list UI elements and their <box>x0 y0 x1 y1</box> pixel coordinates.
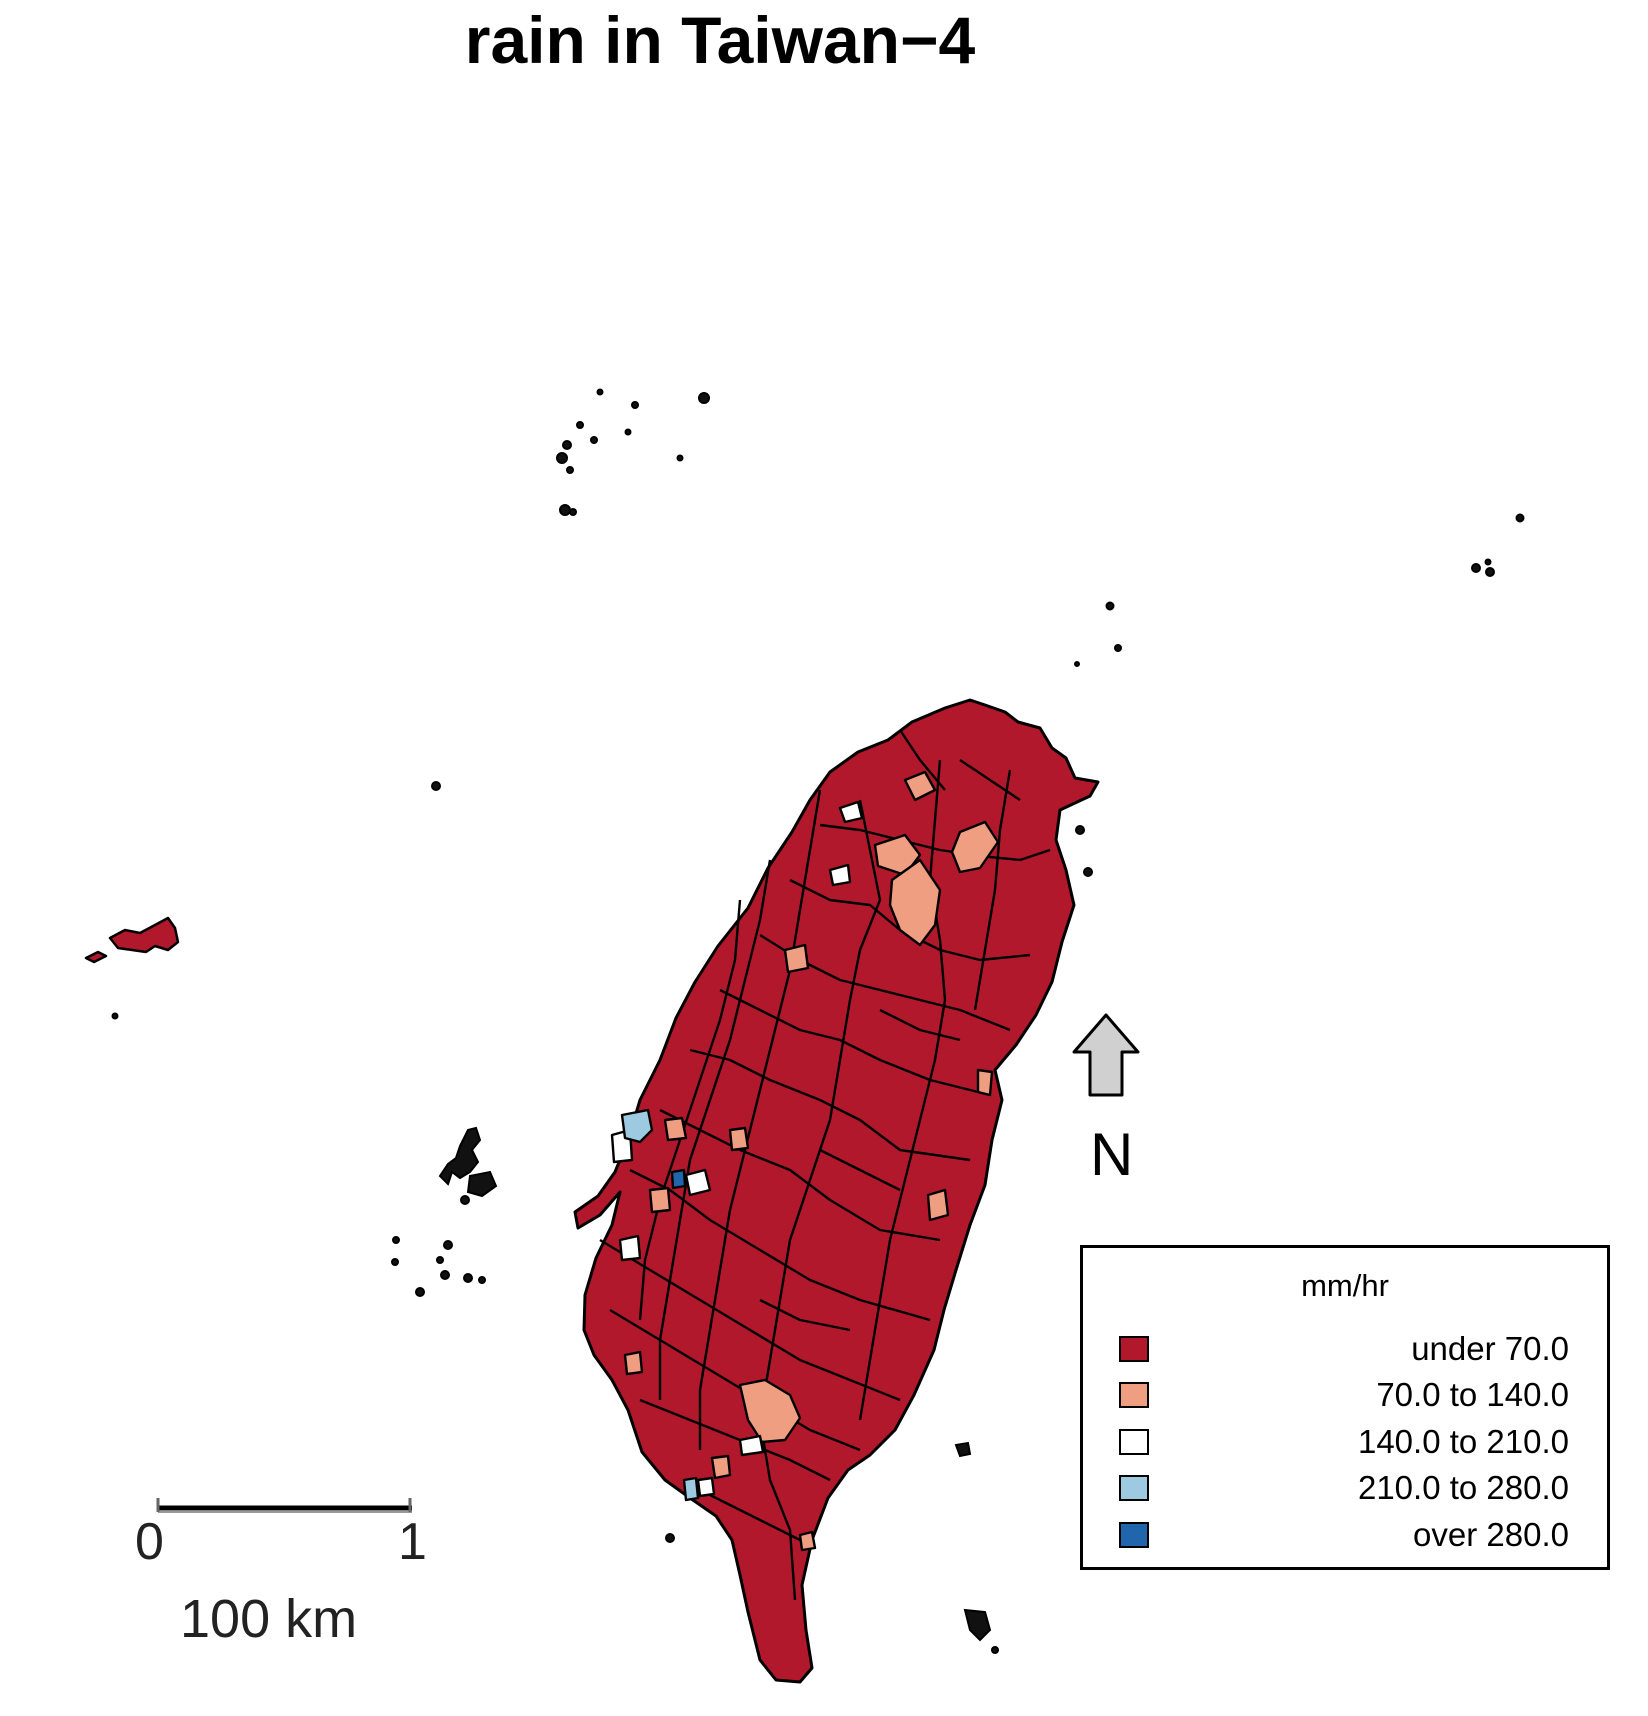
map-title: rain in Taiwan−4 <box>464 3 976 77</box>
north-label: N <box>1090 1121 1134 1188</box>
legend-title: mm/hr <box>1301 1268 1389 1303</box>
legend: mm/hr under 70.0 70.0 to 140.0 140.0 to … <box>1080 1245 1610 1570</box>
legend-label: 210.0 to 280.0 <box>1357 1469 1569 1506</box>
scale-start-label: 0 <box>135 1513 164 1571</box>
legend-swatch <box>1119 1382 1149 1408</box>
taiwan-main-island <box>573 698 1100 1684</box>
legend-label: under 70.0 <box>1411 1330 1569 1367</box>
legend-item: 70.0 to 140.0 <box>1083 1376 1607 1416</box>
legend-swatch <box>1119 1522 1149 1548</box>
legend-item: 210.0 to 280.0 <box>1083 1469 1607 1509</box>
penghu-islands <box>391 1126 498 1297</box>
legend-item: 140.0 to 210.0 <box>1083 1423 1607 1463</box>
legend-label: over 280.0 <box>1413 1516 1569 1553</box>
scale-distance-label: 100 km <box>180 1589 358 1649</box>
outlying-islands <box>111 388 1525 1654</box>
legend-item: over 280.0 <box>1083 1516 1607 1556</box>
northwest-islands <box>84 916 180 964</box>
legend-swatch <box>1119 1336 1149 1362</box>
scale-bar <box>156 1498 412 1513</box>
legend-item: under 70.0 <box>1083 1330 1607 1370</box>
highlighted-districts <box>610 770 1000 1552</box>
scale-end-label: 1 <box>398 1513 427 1571</box>
legend-swatch <box>1119 1475 1149 1501</box>
legend-label: 140.0 to 210.0 <box>1357 1423 1569 1460</box>
legend-swatch <box>1119 1429 1149 1455</box>
legend-label: 70.0 to 140.0 <box>1376 1376 1569 1413</box>
district-boundaries <box>599 729 1051 1601</box>
north-arrow <box>1072 1013 1140 1097</box>
